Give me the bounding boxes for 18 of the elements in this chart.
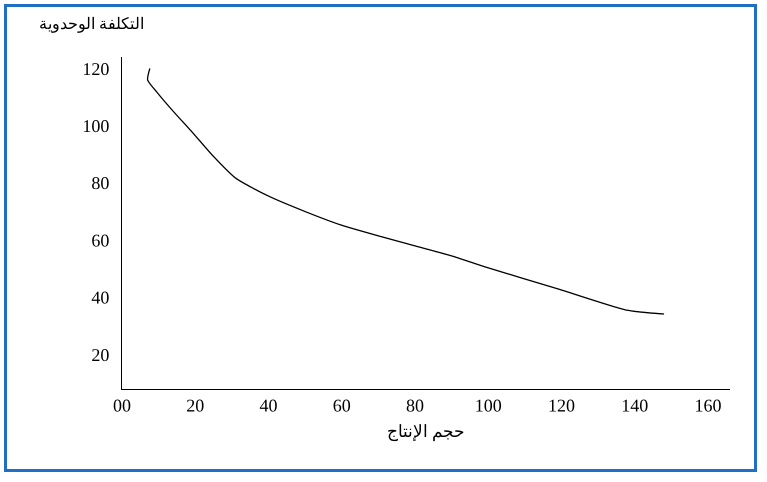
y-tick-label: 60 bbox=[91, 230, 110, 250]
x-tick-label: 00 bbox=[113, 396, 131, 416]
x-tick-label: 80 bbox=[406, 396, 424, 416]
x-tick-label: 60 bbox=[332, 396, 351, 416]
y-tick-label: 80 bbox=[91, 173, 110, 194]
x-tick-label: 40 bbox=[260, 396, 278, 416]
y-tick-label: 20 bbox=[91, 344, 110, 365]
y-tick-label: 120 bbox=[82, 58, 110, 79]
y-axis-title: التكلفة الوحدوية bbox=[39, 16, 144, 33]
x-tick-label: 100 bbox=[474, 396, 502, 416]
y-tick-label: 40 bbox=[91, 288, 110, 308]
x-axis-title: حجم الإنتاج bbox=[386, 422, 466, 442]
x-tick-label: 120 bbox=[548, 396, 576, 416]
x-tick-label: 140 bbox=[621, 396, 648, 416]
line-series bbox=[146, 68, 665, 315]
y-tick-label: 100 bbox=[82, 116, 110, 136]
x-tick-label: 20 bbox=[186, 396, 204, 416]
x-tick-label: 160 bbox=[694, 396, 722, 416]
